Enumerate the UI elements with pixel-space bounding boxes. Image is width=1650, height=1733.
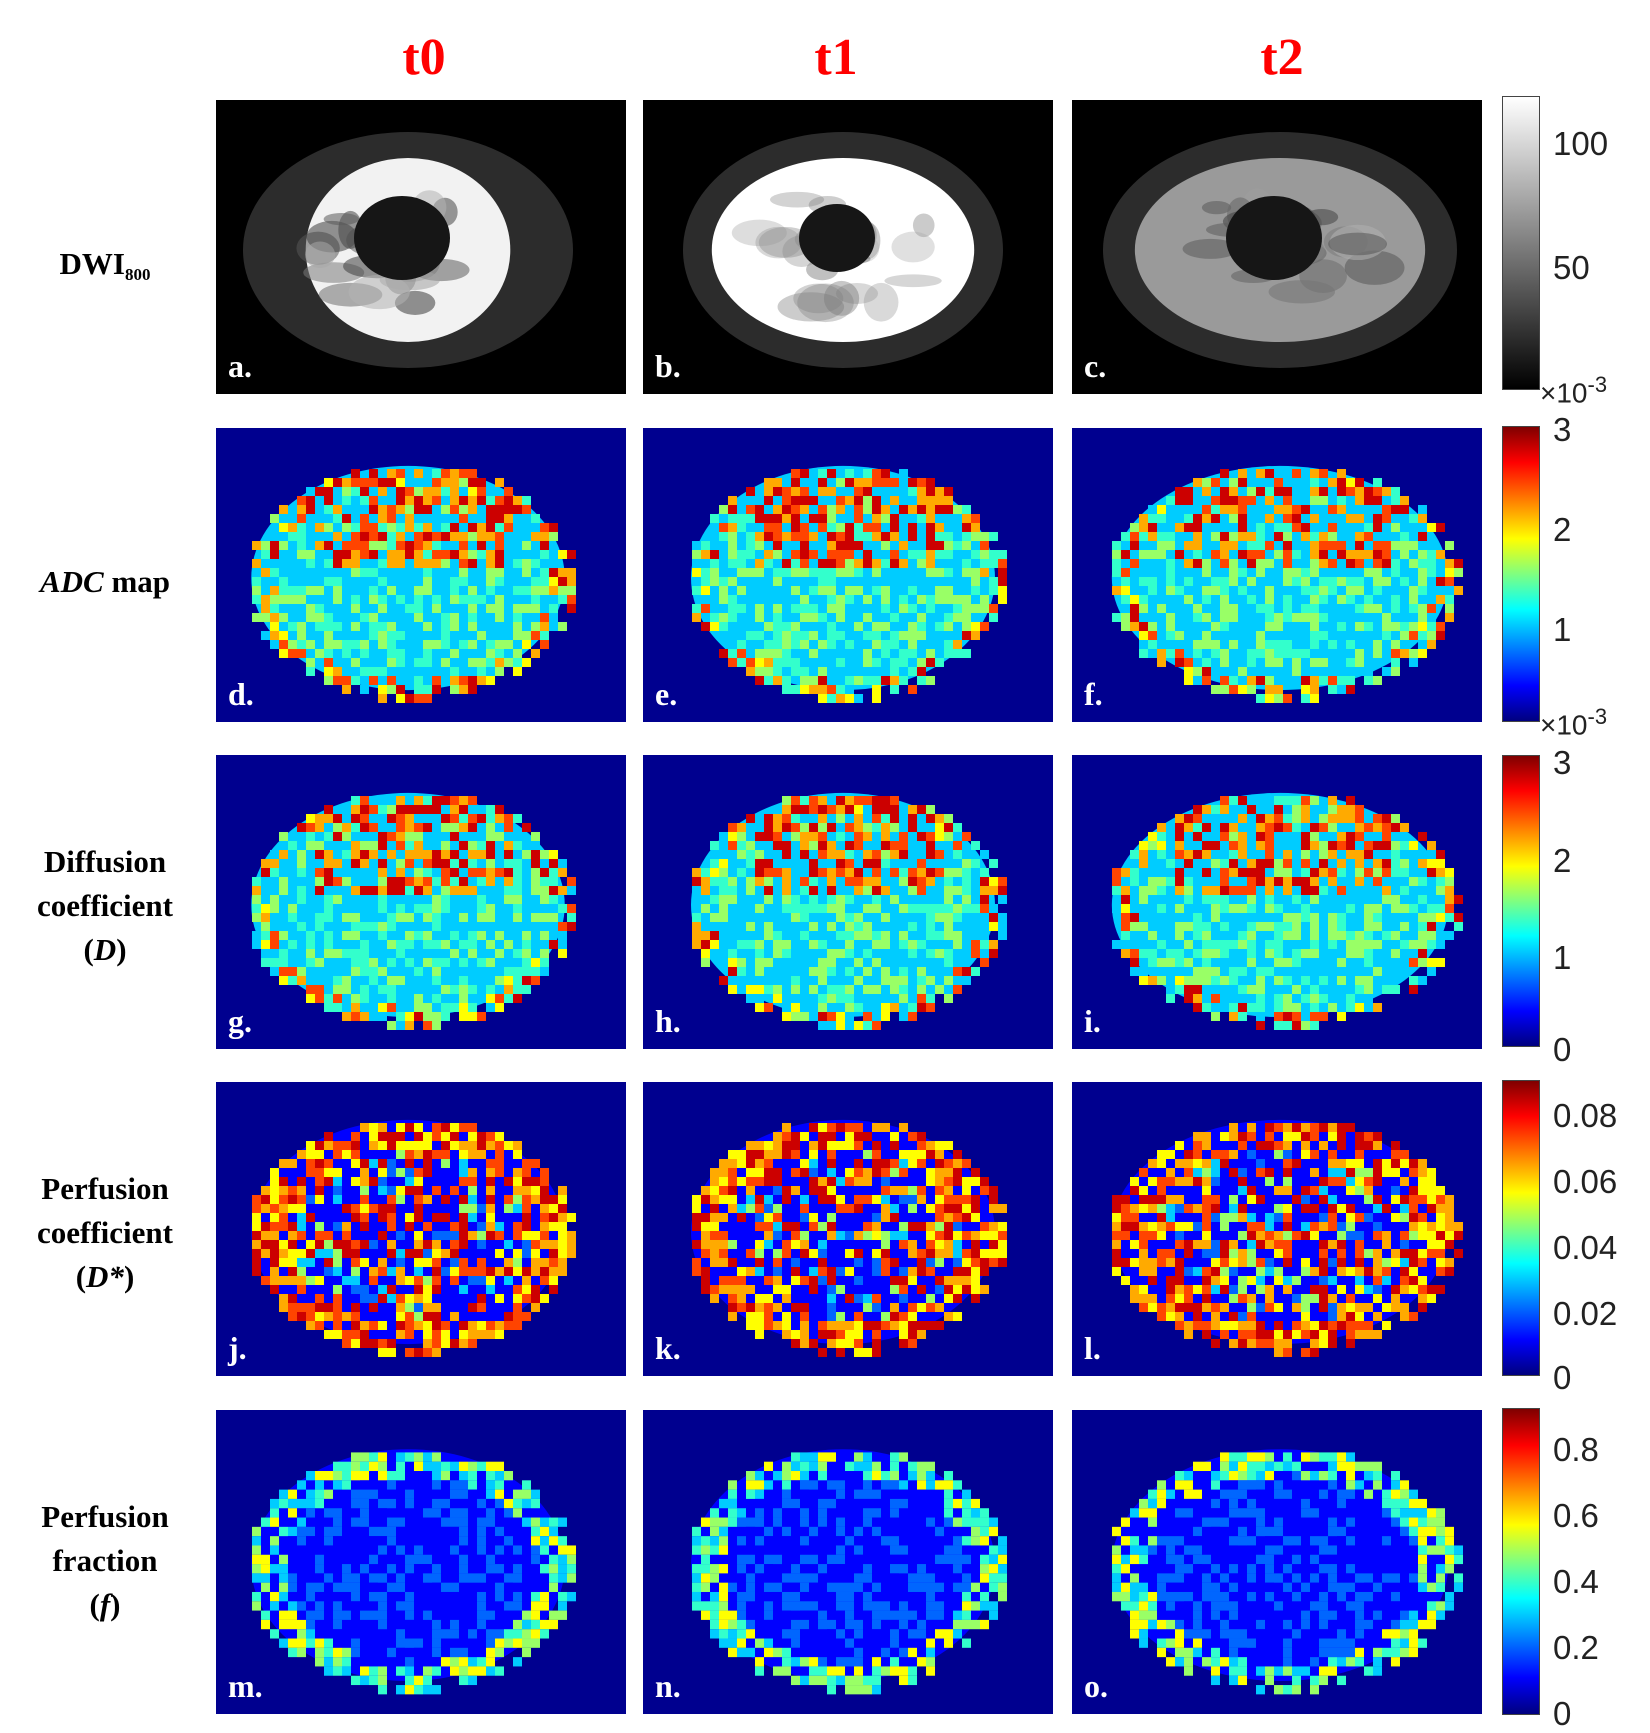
row-label-diffusion: Diffusion coefficient (D) [37,844,173,967]
colorbar-gray [1502,96,1540,390]
colorbar-d [1502,755,1540,1047]
tissue-cross-section [251,1119,576,1357]
tick-label: 0.02 [1553,1295,1618,1332]
tick-label: 1 [1553,939,1572,976]
image-panel: d. [216,428,626,722]
tick-label: 0 [1553,1359,1572,1396]
panel-label: c. [1084,348,1107,384]
image-panel: h. [643,755,1053,1049]
panel-label: i. [1084,1003,1101,1039]
tissue-cross-section [691,1449,1007,1695]
tick-label: 0 [1553,1031,1572,1068]
tissue-cross-section [691,792,1007,1030]
image-panel: n. [643,1410,1053,1714]
tissue-cross-section [251,1449,576,1695]
panel-label: g. [228,1003,252,1039]
tissue-cross-section [1111,1119,1463,1357]
panel-label: o. [1084,1668,1108,1704]
colorbar-f [1502,1408,1540,1715]
tick-label: 0.6 [1553,1497,1599,1534]
image-panel: b. [643,100,1053,394]
exponent-label: ×10-3 [1540,372,1608,409]
panel-label: n. [655,1668,681,1704]
tick-label: 3 [1553,411,1572,448]
tick-label: 3 [1553,744,1572,781]
image-panel: g. [216,755,626,1049]
panel-label: f. [1084,676,1103,712]
panel-label: j. [228,1330,247,1366]
row-label-perfusion-coef: Perfusion coefficient (D*) [37,1171,173,1294]
panel-label: a. [228,348,252,384]
tick-label: 0.4 [1553,1563,1599,1600]
tick-label: 1 [1553,611,1572,648]
image-panel: f. [1072,428,1482,722]
tick-label: 0.08 [1553,1097,1618,1134]
row-label-adc: ADC map [39,564,171,599]
tick-label: 100 [1553,125,1609,162]
image-panel: c. [1072,100,1482,394]
image-panel: j. [216,1082,626,1376]
tissue-cross-section [1103,132,1457,368]
tick-label: 0.04 [1553,1229,1618,1266]
tissue-cross-section [1111,792,1463,1030]
tick-label: 0.2 [1553,1629,1599,1666]
tissue-cross-section [1111,1449,1463,1695]
panel-label: b. [655,348,681,384]
image-panel: a. [216,100,626,394]
panel-label: m. [228,1668,263,1704]
column-header-t1: t1 [814,29,858,86]
tick-label: 0.06 [1553,1163,1618,1200]
tissue-cross-section [683,132,1003,368]
panel-label: l. [1084,1330,1101,1366]
tissue-cross-section [691,465,1007,703]
column-header-t2: t2 [1260,29,1304,86]
colorbar-adc [1502,426,1540,722]
image-panel: l. [1072,1082,1482,1376]
image-panel: m. [216,1410,626,1714]
panel-label: k. [655,1330,681,1366]
image-panel: e. [643,428,1053,722]
exponent-label: ×10-3 [1540,704,1608,741]
column-header-t0: t0 [402,29,446,86]
row-label-dwi: DWI800 [59,246,151,284]
image-panel: i. [1072,755,1482,1049]
tick-label: 0 [1553,1695,1572,1732]
tissue-cross-section [1111,465,1463,703]
tissue-cross-section [243,132,573,368]
tissue-cross-section [251,465,576,703]
image-panel: o. [1072,1410,1482,1714]
colorbar-dstar [1502,1080,1540,1376]
panel-label: d. [228,676,254,712]
tissue-cross-section [691,1119,1007,1357]
image-panel: k. [643,1082,1053,1376]
tick-label: 2 [1553,842,1572,879]
panel-label: h. [655,1003,681,1039]
tissue-cross-section [251,792,576,1030]
panel-label: e. [655,676,678,712]
tick-label: 2 [1553,511,1572,548]
tick-label: 50 [1553,249,1590,286]
tick-label: 0.8 [1553,1431,1599,1468]
row-label-perfusion-fraction: Perfusion fraction (f) [41,1499,169,1622]
